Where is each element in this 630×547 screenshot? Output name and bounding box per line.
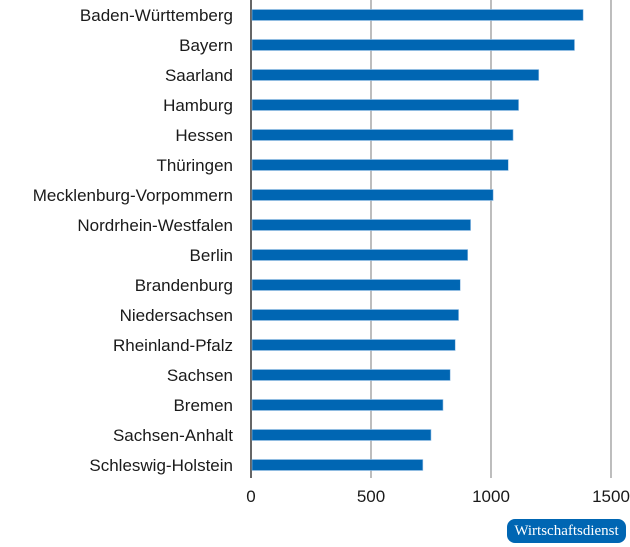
bar <box>251 39 575 51</box>
bar <box>251 369 451 381</box>
wirtschaftsdienst-logo: Wirtschaftsdienst <box>507 519 626 543</box>
bar <box>251 339 456 351</box>
category-label: Thüringen <box>156 156 233 175</box>
category-label: Hessen <box>175 126 233 145</box>
bar <box>251 279 461 291</box>
category-label: Berlin <box>190 246 233 265</box>
category-label: Rheinland-Pfalz <box>113 336 233 355</box>
category-label: Saarland <box>165 66 233 85</box>
x-tick-label: 0 <box>246 487 255 506</box>
category-label: Baden-Württemberg <box>80 6 233 25</box>
bar <box>251 99 519 111</box>
x-tick-label: 1500 <box>592 487 630 506</box>
bar <box>251 129 514 141</box>
x-tick-label: 1000 <box>472 487 510 506</box>
bar <box>251 9 584 21</box>
category-label: Niedersachsen <box>120 306 233 325</box>
category-label: Bayern <box>179 36 233 55</box>
bar <box>251 189 494 201</box>
bar <box>251 159 509 171</box>
category-label: Hamburg <box>163 96 233 115</box>
bar <box>251 249 469 261</box>
bar <box>251 399 444 411</box>
bar <box>251 219 471 231</box>
bar <box>251 429 432 441</box>
category-label: Mecklenburg-Vorpommern <box>33 186 233 205</box>
category-label: Bremen <box>173 396 233 415</box>
category-label: Sachsen <box>167 366 233 385</box>
bar <box>251 69 540 81</box>
x-tick-label: 500 <box>357 487 385 506</box>
category-label: Brandenburg <box>135 276 233 295</box>
bar <box>251 309 459 321</box>
category-label: Sachsen-Anhalt <box>113 426 233 445</box>
category-label: Schleswig-Holstein <box>89 456 233 475</box>
bar <box>251 459 424 471</box>
category-label: Nordrhein-Westfalen <box>77 216 233 235</box>
